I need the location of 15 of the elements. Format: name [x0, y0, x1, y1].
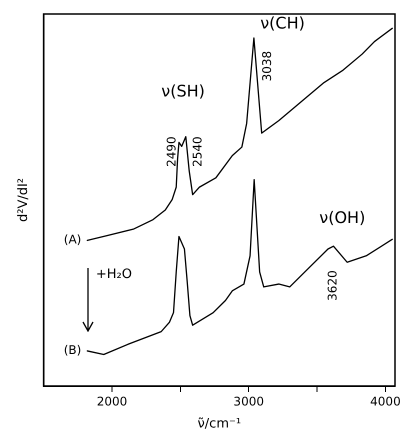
x-tick-label: 3000 [233, 394, 264, 408]
series-label: (A) [64, 232, 82, 247]
annotation: 3620 [326, 270, 340, 301]
annotation: 2490 [164, 136, 178, 167]
annotation: +H₂O [96, 266, 132, 282]
x-tick-label: 4000 [370, 394, 401, 408]
legend-label: (B) [64, 343, 82, 358]
x-tick-label: 2000 [96, 394, 128, 408]
y-axis-title: d²V/dI² [16, 178, 32, 222]
annotation: ν(CH) [260, 14, 305, 33]
x-axis-title: ν̃/cm⁻¹ [198, 416, 242, 432]
annotation: 2540 [190, 136, 204, 167]
annotation: ν(OH) [319, 208, 366, 227]
annotation: 3038 [260, 50, 274, 82]
annotation: ν(SH) [161, 81, 205, 100]
